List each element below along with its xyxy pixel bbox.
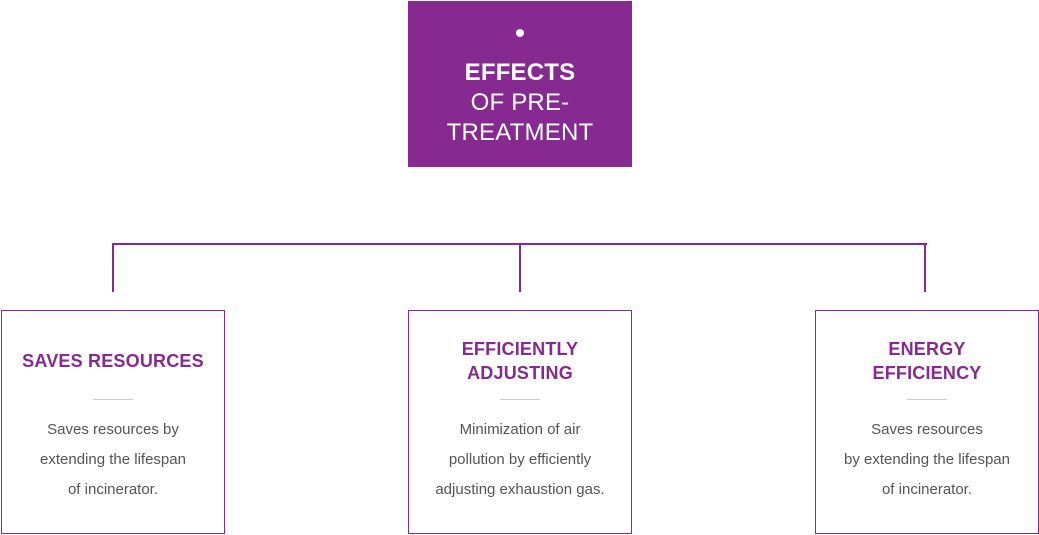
card-title-line1: SAVES RESOURCES <box>22 351 204 371</box>
card-desc-line1: Minimization of air <box>459 421 581 438</box>
card-desc-line1: Saves resources <box>871 421 983 438</box>
card-description: Minimization of air pollution by efficie… <box>419 415 621 505</box>
root-title-strong: EFFECTS <box>464 59 576 86</box>
card-description: Saves resources by extending the lifespa… <box>12 415 214 505</box>
card-title-line1: EFFICIENTLY <box>461 339 579 359</box>
card-divider <box>93 399 133 400</box>
root-title: EFFECTS OF PRE- TREATMENT <box>408 58 632 148</box>
effect-card-saves-resources: SAVES RESOURCES Saves resources by exten… <box>1 310 225 534</box>
effect-card-efficiently-adjusting: EFFICIENTLY ADJUSTING Minimization of ai… <box>408 310 632 534</box>
root-title-line2: OF PRE- <box>470 89 570 116</box>
connector-left <box>112 243 114 292</box>
root-node: EFFECTS OF PRE- TREATMENT <box>408 1 632 167</box>
card-title: SAVES RESOURCES <box>10 349 216 373</box>
card-divider <box>907 399 947 400</box>
card-divider <box>500 399 540 400</box>
card-desc-line1: Saves resources by <box>47 421 179 438</box>
card-desc-line3: of incinerator. <box>881 481 973 498</box>
root-title-line3: TREATMENT <box>446 119 594 146</box>
card-title-line2: EFFICIENCY <box>872 363 982 383</box>
bullet-dot-icon <box>516 29 524 37</box>
card-desc-line2: pollution by efficiently <box>448 451 592 468</box>
effect-card-energy-efficiency: ENERGY EFFICIENCY Saves resources by ext… <box>815 310 1039 534</box>
card-title: ENERGY EFFICIENCY <box>824 337 1030 385</box>
connector-center <box>519 243 521 292</box>
card-desc-line2: extending the lifespan <box>40 451 186 468</box>
card-title-line2: ADJUSTING <box>467 363 573 383</box>
card-desc-line3: of incinerator. <box>67 481 159 498</box>
card-description: Saves resources by extending the lifespa… <box>826 415 1028 505</box>
card-title: EFFICIENTLY ADJUSTING <box>417 337 623 385</box>
connector-right <box>924 243 926 292</box>
card-desc-line2: by extending the lifespan <box>844 451 1010 468</box>
card-title-line1: ENERGY <box>888 339 966 359</box>
card-desc-line3: adjusting exhaustion gas. <box>435 481 605 498</box>
